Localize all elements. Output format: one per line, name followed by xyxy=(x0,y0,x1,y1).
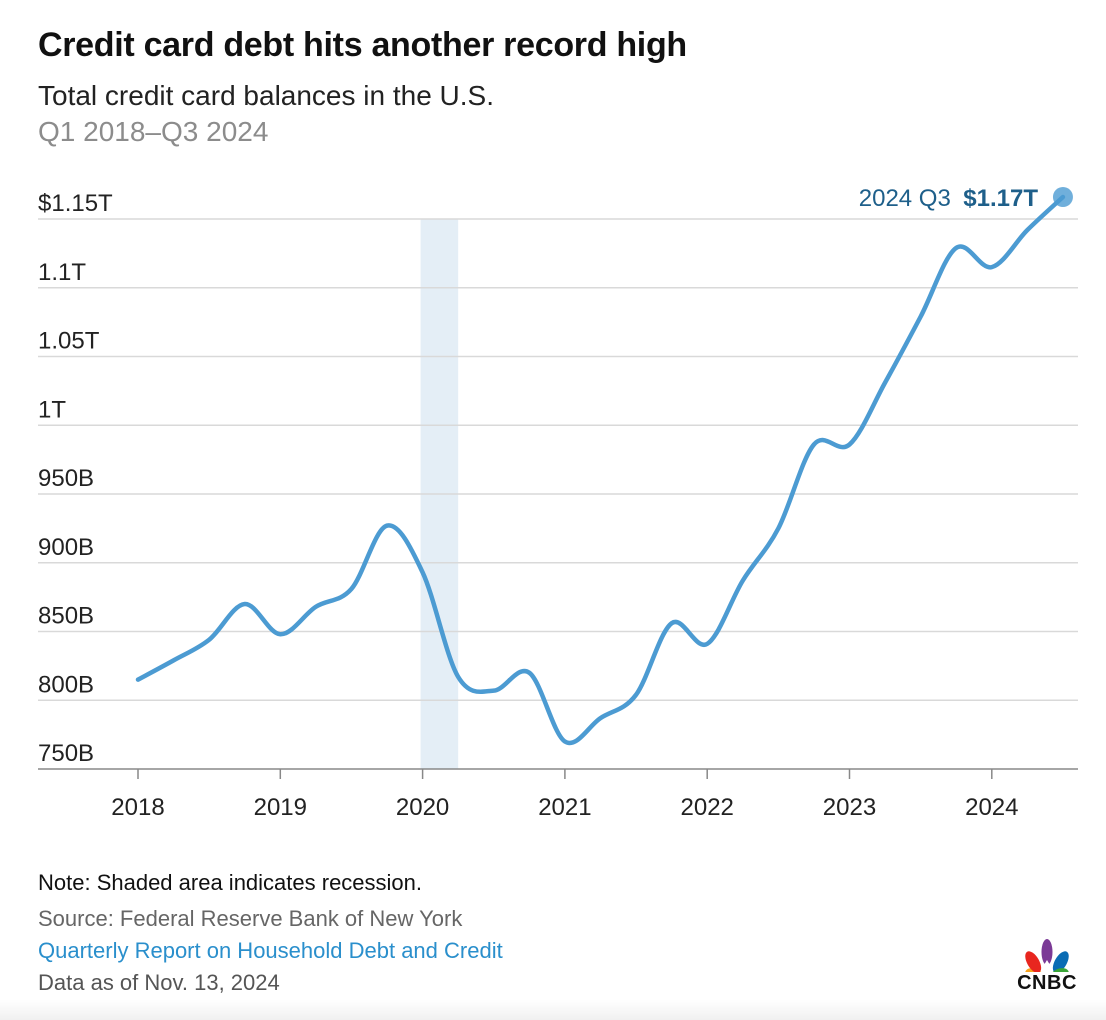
chart-subtitle: Total credit card balances in the U.S. xyxy=(38,80,495,111)
chart-source: Source: Federal Reserve Bank of New York xyxy=(38,906,463,931)
y-tick-label: 750B xyxy=(38,740,94,767)
data-point xyxy=(492,689,496,693)
report-link[interactable]: Quarterly Report on Household Debt and C… xyxy=(38,938,503,963)
x-tick-label: 2020 xyxy=(396,794,449,821)
y-tick-label: 850B xyxy=(38,603,94,630)
chart-note: Note: Shaded area indicates recession. xyxy=(38,870,423,895)
x-tick-label: 2024 xyxy=(965,794,1018,821)
x-tick-label: 2019 xyxy=(254,794,307,821)
data-point xyxy=(314,605,318,609)
data-point xyxy=(207,638,211,642)
data-point xyxy=(954,246,958,250)
y-tick-label: 1.05T xyxy=(38,328,100,355)
x-tick-label: 2018 xyxy=(111,794,164,821)
series-layer xyxy=(135,187,1073,746)
bottom-edge xyxy=(0,1000,1106,1020)
x-tick-label: 2023 xyxy=(823,794,876,821)
data-as-of: Data as of Nov. 13, 2024 xyxy=(38,970,280,995)
data-point xyxy=(741,579,745,583)
data-point xyxy=(172,658,176,662)
line-chart: $1.15T 1.1T 1.05T 1T 950B 900B 850B 800B 750B 20… xyxy=(38,185,1078,821)
data-point xyxy=(705,642,709,646)
chart-title: Credit card debt hits another record hig… xyxy=(38,26,687,64)
data-point xyxy=(776,526,780,530)
data-point xyxy=(136,678,140,682)
data-point xyxy=(848,443,852,447)
date-range: Q1 2018–Q3 2024 xyxy=(38,116,269,147)
x-axis: 2018 2019 2020 2021 2022 2023 2024 xyxy=(111,769,1018,821)
data-point xyxy=(527,671,531,675)
y-tick-label: 900B xyxy=(38,534,94,561)
data-point xyxy=(385,524,389,528)
data-point xyxy=(883,381,887,385)
callout-label: 2024 Q3 $1.17T xyxy=(859,185,1039,212)
data-point xyxy=(598,716,602,720)
data-point xyxy=(563,740,567,744)
callout-value: $1.17T xyxy=(963,185,1038,212)
data-point xyxy=(1025,228,1029,232)
grid-layer xyxy=(38,218,1078,770)
y-tick-label: 800B xyxy=(38,671,94,698)
data-point xyxy=(990,265,994,269)
data-point xyxy=(670,621,674,625)
y-axis: $1.15T 1.1T 1.05T 1T 950B 900B 850B 800B 750B xyxy=(38,190,113,767)
cnbc-logo-text: CNBC xyxy=(1017,972,1077,994)
data-point xyxy=(349,587,353,591)
x-tick-label: 2022 xyxy=(681,794,734,821)
data-point xyxy=(278,632,282,636)
data-point xyxy=(812,443,816,447)
data-point xyxy=(243,602,247,606)
data-point xyxy=(456,675,460,679)
data-point xyxy=(421,570,425,574)
data-point xyxy=(634,693,638,697)
latest-point-marker xyxy=(1052,187,1073,207)
callout: 2024 Q3 $1.17T xyxy=(859,185,1039,212)
cnbc-peacock-icon xyxy=(1025,939,1069,985)
y-tick-label: 1.1T xyxy=(38,259,86,286)
callout-period: 2024 Q3 xyxy=(859,185,951,212)
y-tick-label: 950B xyxy=(38,465,94,492)
y-tick-label: 1T xyxy=(38,396,66,423)
cnbc-logo: CNBC xyxy=(1014,938,1080,996)
y-tick-label: $1.15T xyxy=(38,190,113,217)
data-point xyxy=(919,315,923,319)
x-tick-label: 2021 xyxy=(538,794,591,821)
series-line xyxy=(135,194,1066,746)
